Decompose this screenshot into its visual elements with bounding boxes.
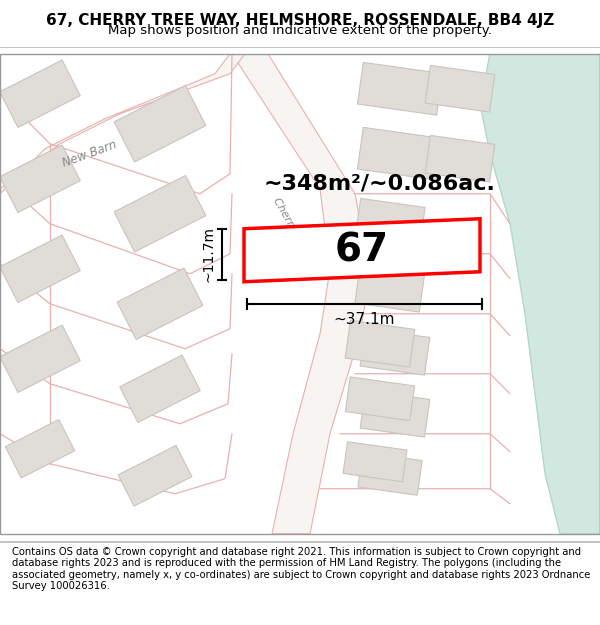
Polygon shape [114,176,206,252]
Polygon shape [346,377,415,421]
Polygon shape [343,442,407,482]
Polygon shape [5,419,74,478]
Polygon shape [0,235,80,302]
Text: New Barn: New Barn [61,138,119,169]
Polygon shape [0,54,245,234]
Polygon shape [360,328,430,375]
Text: 67: 67 [335,231,389,269]
Text: 67, CHERRY TREE WAY, HELMSHORE, ROSSENDALE, BB4 4JZ: 67, CHERRY TREE WAY, HELMSHORE, ROSSENDA… [46,13,554,28]
Polygon shape [425,66,495,112]
Polygon shape [345,321,415,367]
Text: Map shows position and indicative extent of the property.: Map shows position and indicative extent… [108,24,492,36]
Text: ~11.7m: ~11.7m [202,226,216,282]
Polygon shape [120,355,200,422]
Polygon shape [0,145,80,212]
Text: ~37.1m: ~37.1m [334,312,395,327]
Polygon shape [425,136,495,182]
Text: ~348m²/~0.086ac.: ~348m²/~0.086ac. [264,174,496,194]
Polygon shape [355,198,425,249]
Polygon shape [358,452,422,495]
Polygon shape [0,325,80,392]
Text: Cherry Tree Way: Cherry Tree Way [271,196,325,281]
Polygon shape [480,54,600,534]
Polygon shape [117,268,203,339]
Polygon shape [118,446,192,506]
Polygon shape [232,54,370,534]
Polygon shape [358,62,443,115]
Polygon shape [358,127,443,180]
Polygon shape [114,86,206,162]
Polygon shape [360,391,430,437]
Text: Contains OS data © Crown copyright and database right 2021. This information is : Contains OS data © Crown copyright and d… [12,546,590,591]
Polygon shape [244,219,480,282]
Polygon shape [355,261,425,312]
Polygon shape [0,60,80,127]
